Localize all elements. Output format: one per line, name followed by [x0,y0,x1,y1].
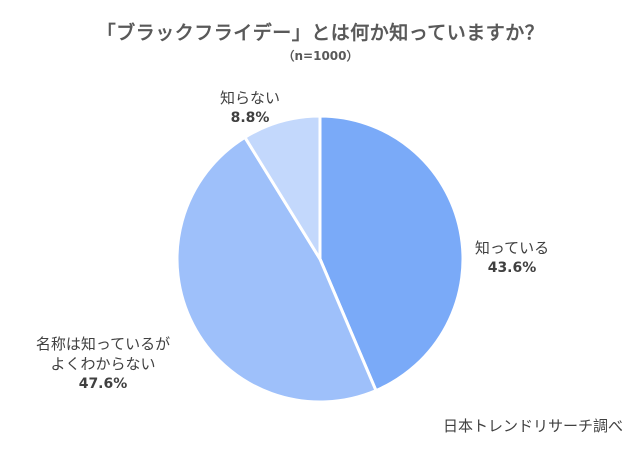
slice-label-unaware: 知らない 8.8% [200,88,300,128]
slice-label-text: 知らない [219,89,280,107]
pie-slice-unaware [243,114,322,261]
chart-subtitle: （n=1000） [282,49,359,63]
pie-slice-name-only [175,135,378,404]
slice-label-text-line2: よくわからない [50,355,156,373]
slice-label-text: 知っている [474,239,550,257]
slice-label-aware: 知っている 43.6% [452,238,572,278]
chart-title: 「ブラックフライデー」とは何か知っていますか？ [96,22,545,44]
slice-value: 8.8% [230,110,270,126]
slice-label-name-only: 名称は知っているが よくわからない 47.6% [18,334,188,394]
slice-value: 47.6% [78,376,128,392]
slice-value: 43.6% [487,260,537,276]
pie-slice-aware [318,114,465,393]
source-note: 日本トレンドリサーチ調べ [442,417,623,435]
slice-label-text-line1: 名称は知っているが [35,335,171,353]
